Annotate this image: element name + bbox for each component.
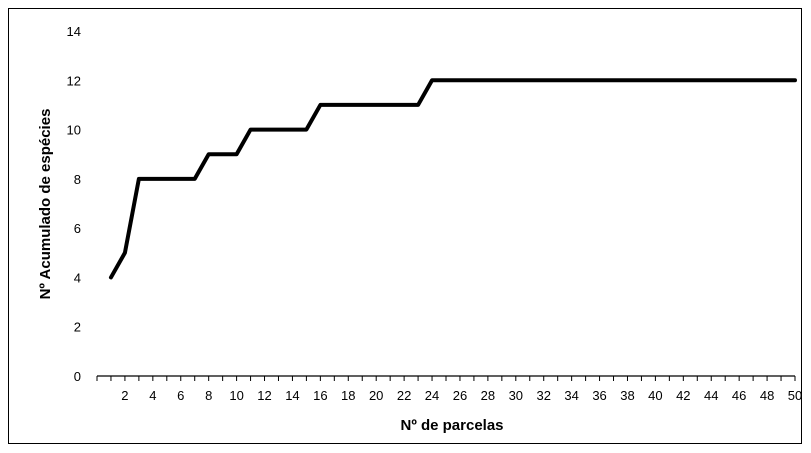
- x-tick-label: 22: [397, 388, 411, 403]
- x-tick-label: 2: [121, 388, 128, 403]
- series-group: [108, 78, 797, 280]
- x-tick-label: 50: [788, 388, 802, 403]
- x-tick-label: 16: [313, 388, 327, 403]
- x-tick-label: 6: [177, 388, 184, 403]
- x-tick-label: 18: [341, 388, 355, 403]
- x-tick-label: 14: [285, 388, 299, 403]
- x-tick-label: 40: [648, 388, 662, 403]
- x-tick-label: 32: [536, 388, 550, 403]
- x-tick-label: 44: [704, 388, 718, 403]
- x-tick-label: 4: [149, 388, 156, 403]
- x-axis-title: Nº de parcelas: [400, 417, 503, 434]
- y-tick-label: 6: [74, 221, 81, 236]
- y-tick-label: 0: [74, 369, 81, 384]
- x-tick-label: 10: [229, 388, 243, 403]
- y-tick-label: 10: [67, 123, 81, 138]
- x-tick-label: 8: [205, 388, 212, 403]
- x-tick-label: 30: [509, 388, 523, 403]
- y-axis-title: Nº Acumulado de espécies: [37, 109, 54, 300]
- y-axis: 0 2 4 6 8 10 12 14: [67, 24, 81, 384]
- x-tick-label: 38: [620, 388, 634, 403]
- x-tick-label: 48: [760, 388, 774, 403]
- x-tick-label: 12: [257, 388, 271, 403]
- x-tick-label: 34: [564, 388, 578, 403]
- y-tick-label: 4: [74, 270, 81, 285]
- y-tick-label: 12: [67, 73, 81, 88]
- y-tick-label: 8: [74, 172, 81, 187]
- x-tick-label: 36: [592, 388, 606, 403]
- x-tick-label: 24: [425, 388, 439, 403]
- x-tick-label: 28: [481, 388, 495, 403]
- x-axis: 2 4 6 8 10 12 14 16 18 20 22 24 26 28 30 32 34 36 38 40 42 44…: [96, 375, 802, 403]
- y-tick-label: 2: [74, 320, 81, 335]
- x-tick-label: 26: [453, 388, 467, 403]
- x-tick-label: 42: [676, 388, 690, 403]
- series-line: [108, 78, 797, 280]
- x-tick-label: 20: [369, 388, 383, 403]
- x-tick-label: 46: [732, 388, 746, 403]
- y-tick-label: 14: [67, 24, 81, 39]
